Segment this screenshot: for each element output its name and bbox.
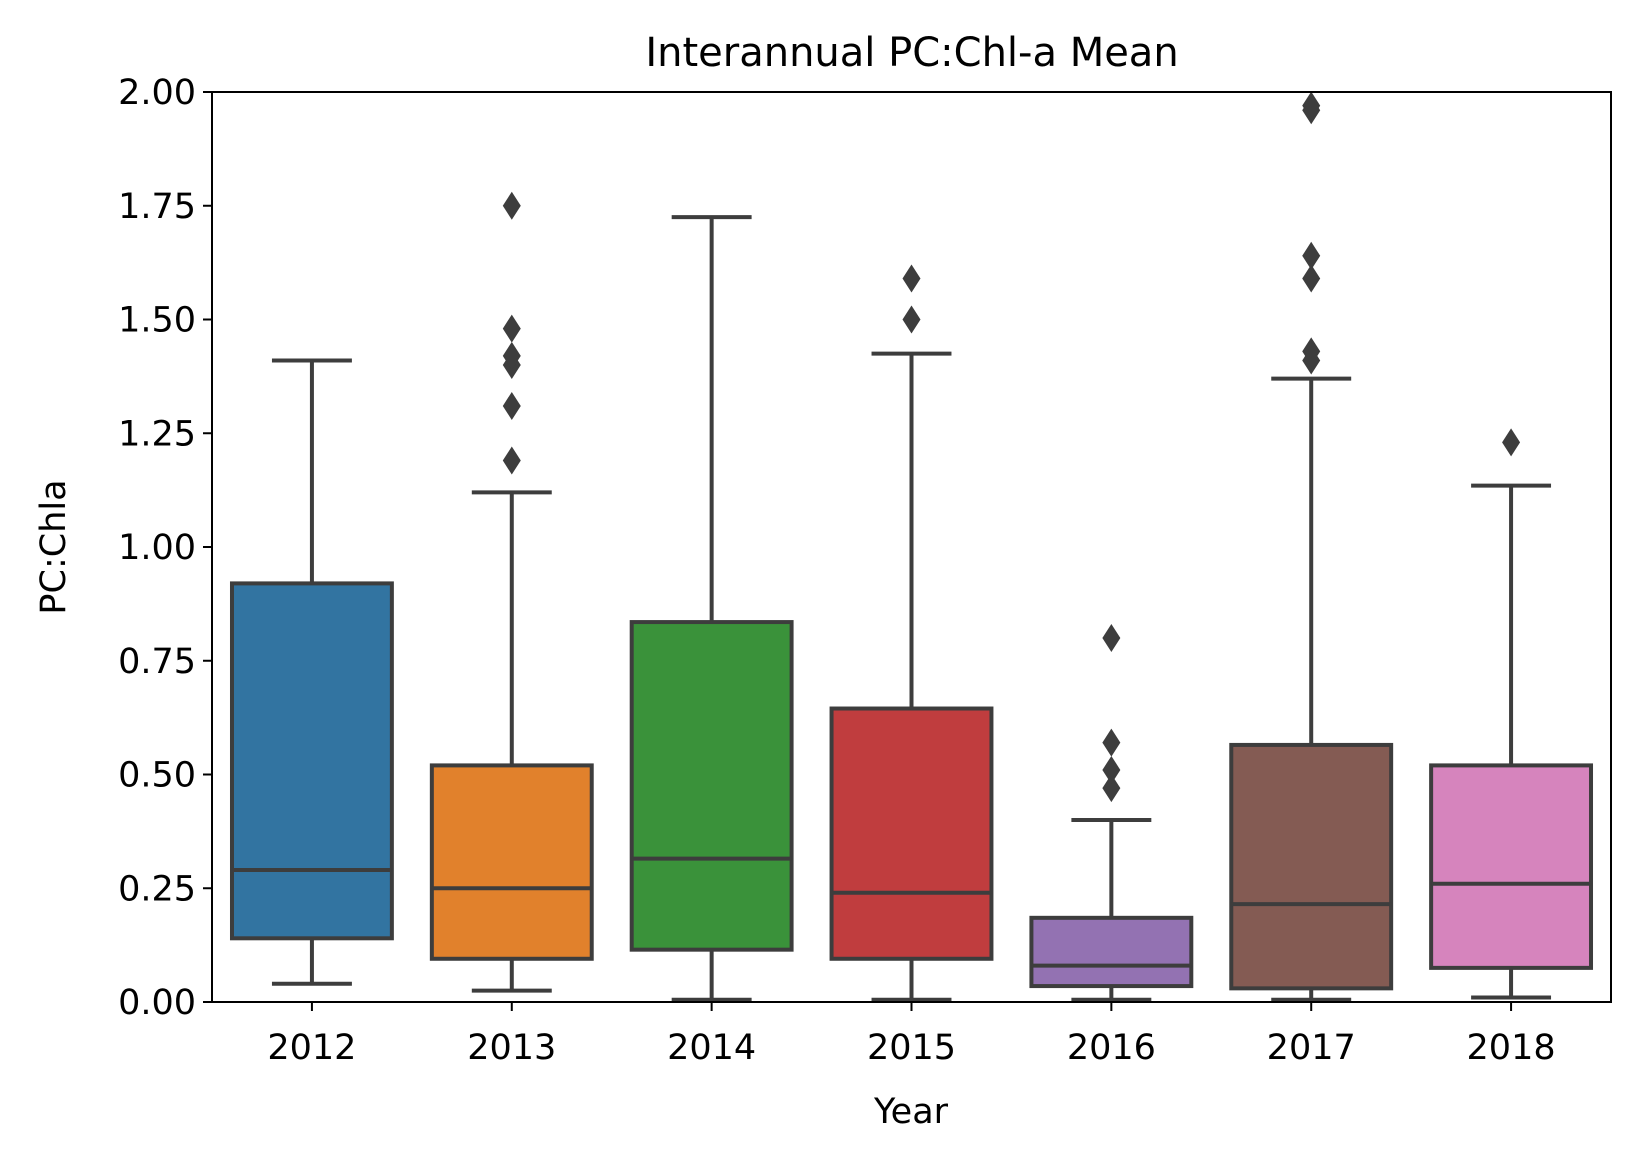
box-group-2012 <box>229 358 394 986</box>
outlier-point <box>1302 264 1321 293</box>
y-tick-label: 0.25 <box>118 869 196 909</box>
box-iqr <box>629 620 794 952</box>
plot-area <box>229 91 1594 1002</box>
x-tick-label: 2018 <box>1467 1028 1556 1068</box>
x-tick-label: 2016 <box>1067 1028 1156 1068</box>
outlier-point <box>1302 241 1321 270</box>
y-tick-label: 1.50 <box>118 301 196 341</box>
y-tick-label: 0.00 <box>118 983 196 1023</box>
outlier-point <box>1102 774 1121 803</box>
box-iqr <box>1429 763 1594 970</box>
box-group-2017 <box>1229 91 1394 1002</box>
chart-title: Interannual PC:Chl-a Mean <box>645 30 1178 76</box>
x-tick-label: 2017 <box>1267 1028 1356 1068</box>
y-tick-label: 1.00 <box>118 528 196 568</box>
outlier-point <box>502 446 521 475</box>
outlier-point <box>902 305 921 334</box>
box-iqr <box>829 706 994 961</box>
x-tick-label: 2012 <box>267 1028 356 1068</box>
y-tick-label: 2.00 <box>118 73 196 113</box>
outlier-point <box>1102 728 1121 757</box>
box-group-2018 <box>1429 428 1594 1000</box>
box-group-2013 <box>429 191 594 993</box>
outlier-point <box>502 391 521 420</box>
box-iqr <box>1229 742 1394 991</box>
outlier-point <box>1302 337 1321 366</box>
y-tick-label: 1.25 <box>118 414 196 454</box>
y-tick-label: 1.75 <box>118 187 196 227</box>
outlier-point <box>502 314 521 343</box>
x-axis-label: Year <box>873 1092 949 1132</box>
outlier-point <box>902 264 921 293</box>
x-axis: 2012 2013 2014 2015 2016 2017 2018 <box>267 1002 1556 1068</box>
box-group-2015 <box>829 264 994 1002</box>
y-axis-label: PC:Chla <box>34 479 74 614</box>
outlier-point <box>1502 428 1521 457</box>
box-group-2014 <box>629 215 794 1002</box>
x-tick-label: 2014 <box>667 1028 756 1068</box>
y-tick-label: 0.50 <box>118 756 196 796</box>
outlier-point <box>1102 624 1121 652</box>
plot-frame <box>211 91 1612 1003</box>
outlier-point <box>1302 91 1321 120</box>
box-group-2016 <box>1029 624 1194 1002</box>
y-axis: 0.00 0.25 0.50 0.75 1.00 1.25 1.50 1.75 2.00 <box>118 73 212 1023</box>
box-iqr <box>229 581 394 941</box>
y-tick-label: 0.75 <box>118 642 196 682</box>
x-tick-label: 2015 <box>867 1028 956 1068</box>
outlier-point <box>1102 755 1121 784</box>
x-tick-label: 2013 <box>467 1028 556 1068</box>
box-iqr <box>429 763 594 961</box>
outlier-point <box>502 191 521 220</box>
outlier-point <box>502 341 521 370</box>
box-iqr <box>1029 915 1194 989</box>
